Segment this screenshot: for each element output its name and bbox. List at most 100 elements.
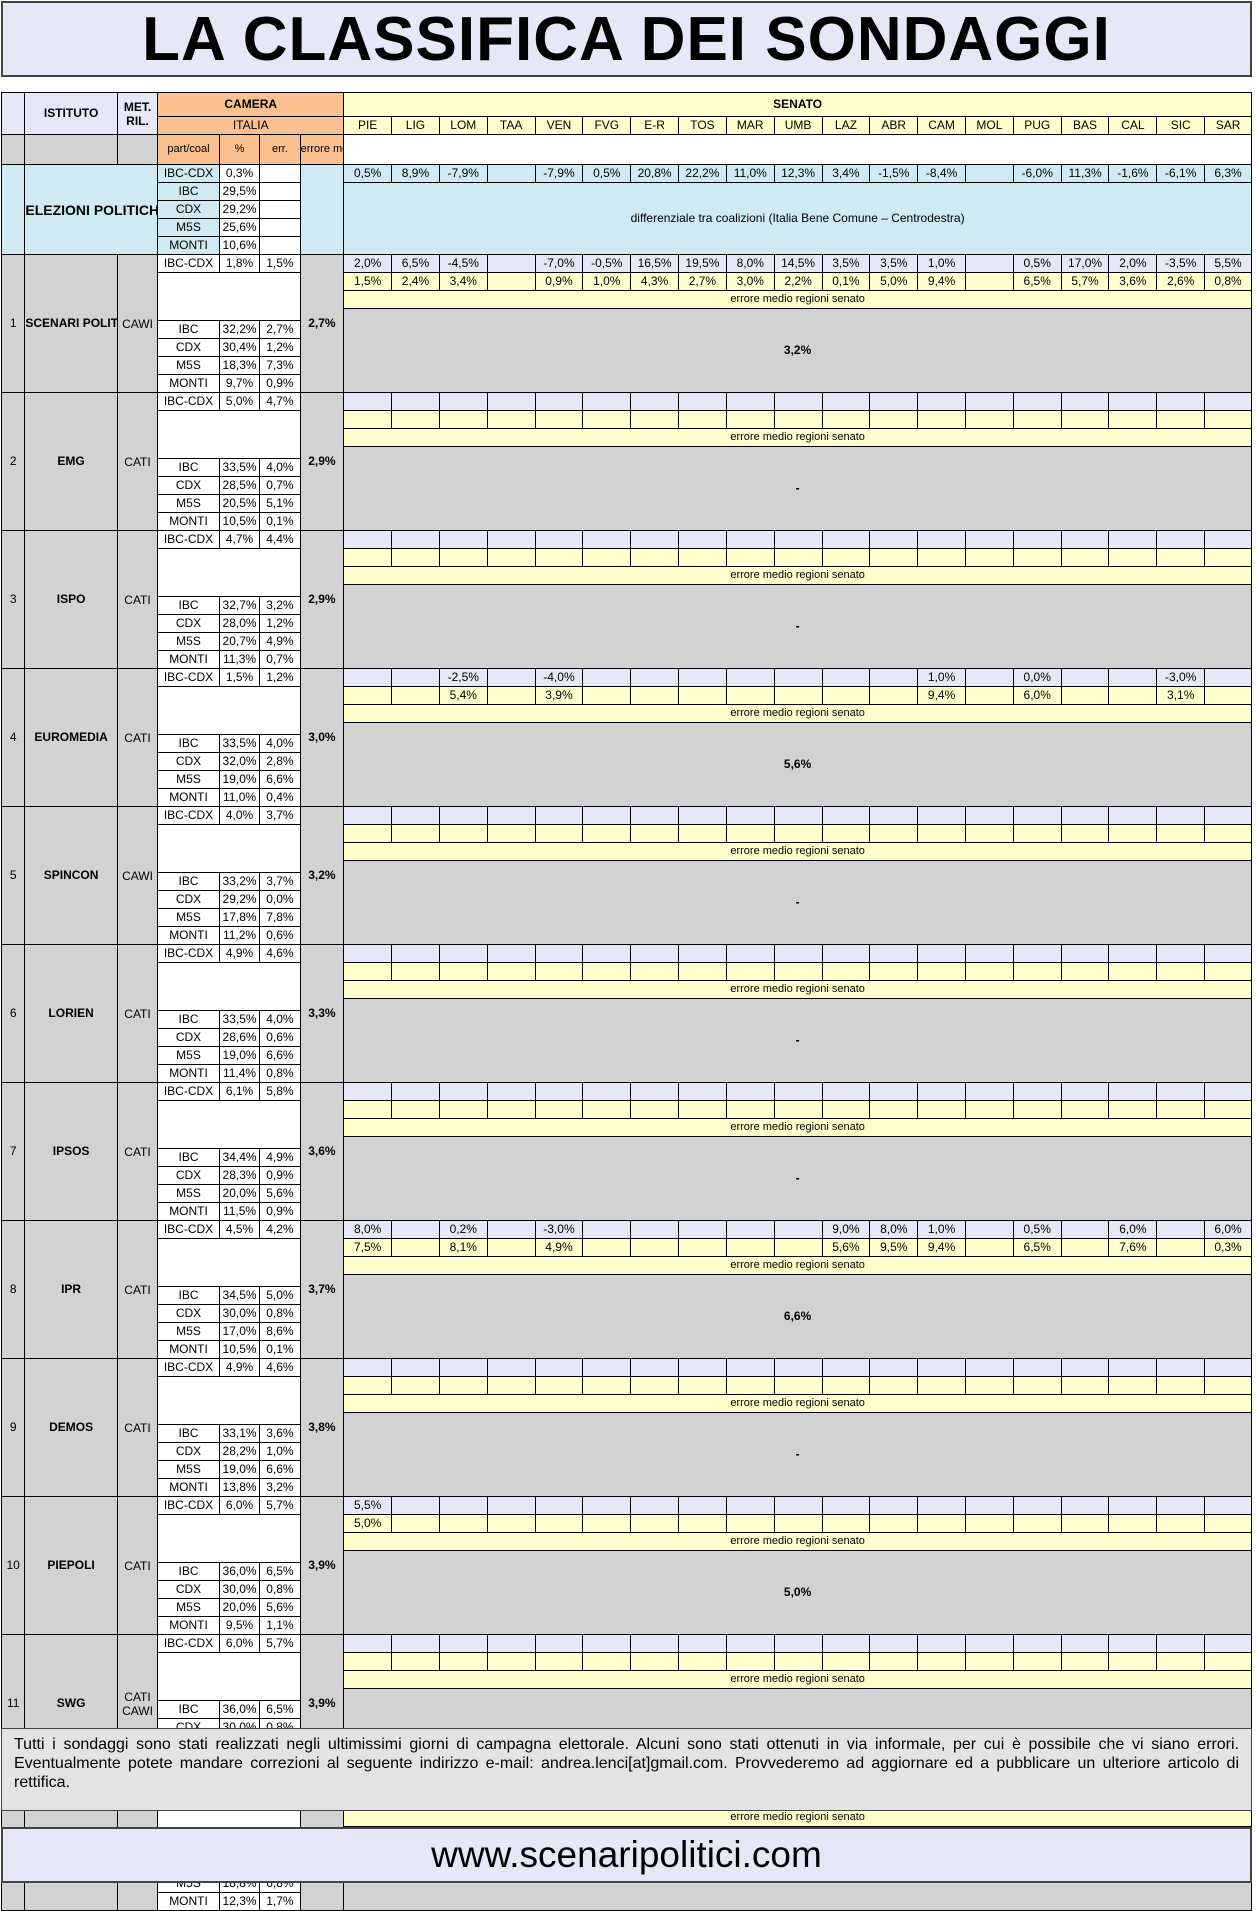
senato-err-value — [964, 686, 1014, 705]
senato-diff-value — [1156, 1634, 1206, 1653]
senato-diff-value — [1012, 1634, 1062, 1653]
senato-err-value — [964, 1514, 1014, 1533]
rank-number: 5 — [0, 806, 26, 945]
senato-diff-value — [630, 806, 680, 825]
party-err: 0,1% — [259, 1340, 301, 1359]
header-errore-medio: errore medio — [299, 134, 345, 165]
senato-diff-value: 6,5% — [391, 254, 440, 273]
senato-err-value: 9,4% — [917, 1238, 966, 1257]
elezioni-region-value: 11,3% — [1060, 164, 1110, 183]
senato-err-value: 3,6% — [1108, 272, 1158, 291]
senato-diff-value: -0,5% — [582, 254, 632, 273]
senato-err-value — [582, 410, 632, 429]
method: CATI — [116, 1082, 159, 1221]
senato-err-value — [486, 1514, 536, 1533]
blank-cell — [299, 164, 345, 255]
party-pct: 10,5% — [218, 1340, 261, 1359]
elezioni-region-value — [964, 164, 1014, 183]
party-pct: 28,6% — [218, 1028, 261, 1047]
senato-err-value — [821, 1514, 871, 1533]
senato-diff-value: 6,0% — [1204, 1220, 1252, 1239]
senato-err-value — [1108, 548, 1158, 567]
senato-err-value — [964, 1376, 1014, 1395]
party-label: M5S — [157, 908, 220, 927]
senato-err-value: 0,1% — [821, 272, 871, 291]
senato-diff-value — [582, 806, 632, 825]
senato-diff-value — [630, 530, 680, 549]
senato-err-label: errore medio regioni senato — [343, 1118, 1252, 1137]
blank-cell — [259, 218, 301, 237]
elezioni-party: MONTI — [157, 236, 220, 255]
senato-err-value — [821, 1100, 871, 1119]
senato-err-value — [438, 548, 488, 567]
senato-diff-value — [773, 1634, 823, 1653]
senato-err-value — [1204, 962, 1252, 981]
senato-diff-value: 0,0% — [1012, 668, 1062, 687]
party-pct: 19,0% — [218, 1046, 261, 1065]
party-pct: 12,3% — [218, 1892, 261, 1911]
senato-diff-value — [917, 806, 966, 825]
senato-diff-value — [1204, 1496, 1252, 1515]
party-pct: 34,5% — [218, 1286, 261, 1305]
senato-err-value — [391, 686, 440, 705]
party-err: 4,7% — [259, 392, 301, 411]
senato-err-value — [534, 1652, 584, 1671]
party-label: IBC-CDX — [157, 668, 220, 687]
senato-err-value: 2,6% — [1156, 272, 1206, 291]
institute-name: IPR — [24, 1220, 118, 1359]
senato-diff-value — [1108, 1358, 1158, 1377]
senato-diff-value — [534, 806, 584, 825]
senato-err-value — [391, 1238, 440, 1257]
camera-avg-error: 3,6% — [299, 1082, 345, 1221]
senato-diff-value — [1012, 1358, 1062, 1377]
elezioni-party: IBC-CDX — [157, 164, 220, 183]
party-pct: 20,7% — [218, 632, 261, 651]
elezioni-region-value: 22,2% — [678, 164, 727, 183]
region-header: BAS — [1060, 116, 1110, 135]
senato-err-value — [582, 1100, 632, 1119]
senato-diff-value — [391, 1082, 440, 1101]
party-pct: 32,2% — [218, 320, 261, 339]
senato-diff-value — [869, 530, 919, 549]
senato-diff-value — [725, 944, 775, 963]
senato-diff-value — [1060, 1220, 1110, 1239]
senato-diff-value — [821, 392, 871, 411]
senato-diff-value — [438, 392, 488, 411]
party-pct: 33,5% — [218, 458, 261, 477]
senato-diff-value — [438, 1358, 488, 1377]
elezioni-region-value: -7,9% — [534, 164, 584, 183]
party-pct: 28,5% — [218, 476, 261, 495]
party-label: M5S — [157, 632, 220, 651]
senato-diff-value — [438, 806, 488, 825]
blank-cell — [157, 410, 301, 459]
elezioni-party: M5S — [157, 218, 220, 237]
senato-diff-value: 0,2% — [438, 1220, 488, 1239]
senato-err-value — [964, 1652, 1014, 1671]
senato-diff-value — [773, 1082, 823, 1101]
party-label: CDX — [157, 1028, 220, 1047]
senato-diff-value — [964, 1220, 1014, 1239]
party-label: IBC — [157, 1286, 220, 1305]
senato-diff-value — [630, 668, 680, 687]
senato-avg-error: - — [343, 446, 1252, 531]
senato-diff-value — [1108, 1082, 1158, 1101]
senato-diff-value — [343, 392, 393, 411]
party-err: 5,0% — [259, 1286, 301, 1305]
blank-cell — [0, 134, 26, 165]
party-err: 0,7% — [259, 650, 301, 669]
senato-err-value — [1204, 1376, 1252, 1395]
senato-err-value — [1156, 410, 1206, 429]
senato-diff-value — [964, 668, 1014, 687]
party-err: 5,7% — [259, 1634, 301, 1653]
senato-err-value — [582, 1652, 632, 1671]
senato-avg-error: 3,2% — [343, 308, 1252, 393]
party-label: MONTI — [157, 512, 220, 531]
senato-err-value: 0,8% — [1204, 272, 1252, 291]
senato-avg-error: 6,6% — [343, 1274, 1252, 1359]
institute-name: DEMOS — [24, 1358, 118, 1497]
elezioni-party: CDX — [157, 200, 220, 219]
party-pct: 33,2% — [218, 872, 261, 891]
institute-name: IPSOS — [24, 1082, 118, 1221]
senato-diff-value — [343, 668, 393, 687]
senato-err-value — [1060, 1100, 1110, 1119]
